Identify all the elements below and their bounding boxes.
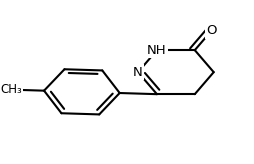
Text: CH₃: CH₃ [0,83,22,96]
Text: N: N [133,66,143,79]
Text: O: O [206,24,216,37]
Text: NH: NH [147,44,167,57]
